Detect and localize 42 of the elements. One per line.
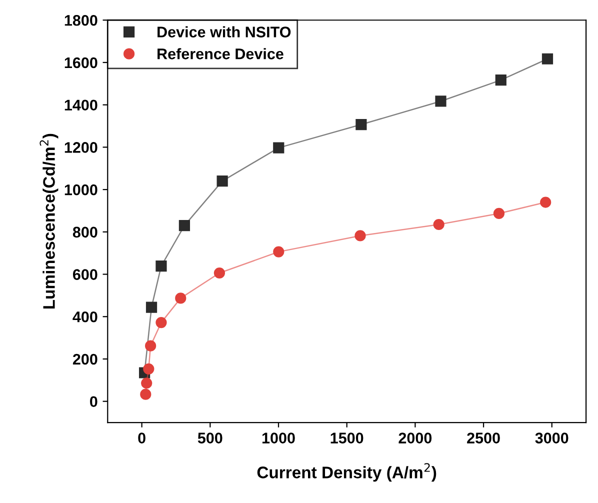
y-axis-title: Luminescence(Cd/m$^{2}$) (40, 134, 58, 309)
y-tick-label: 0 (90, 396, 98, 408)
y-tick-label: 600 (72, 269, 98, 280)
point (214, 267, 226, 279)
legend-label: Device with NSITO (158, 26, 291, 38)
y-tick-label: 1800 (64, 14, 98, 26)
point (156, 317, 167, 328)
y-tick-label: 400 (72, 311, 98, 322)
point (156, 260, 167, 272)
y-tick-label: 1200 (64, 142, 98, 153)
point (141, 378, 152, 389)
x-tick-label: 1500 (330, 432, 364, 444)
point (435, 96, 446, 107)
point (273, 142, 284, 154)
point (354, 230, 366, 242)
x-tick-label: 2500 (467, 432, 500, 444)
x-tick-label: 3000 (535, 432, 568, 444)
point (273, 246, 284, 258)
x-tick-label: 1000 (262, 432, 295, 444)
x-tick-label: 500 (198, 432, 222, 444)
point (433, 218, 444, 230)
point (175, 292, 186, 304)
point (493, 208, 505, 220)
point (542, 53, 554, 64)
y-tick-label: 1600 (64, 57, 98, 68)
point (140, 388, 152, 400)
legend-label: Reference Device (158, 48, 284, 60)
point (540, 196, 552, 208)
point (146, 302, 158, 313)
y-tick-label: 1400 (64, 100, 98, 111)
point (145, 340, 156, 352)
point (356, 118, 367, 130)
x-tick-label: 0 (138, 432, 146, 444)
y-tick-label: 1000 (64, 184, 98, 196)
point (495, 74, 506, 86)
y-tick-label: 800 (72, 226, 98, 238)
y-tick-label: 200 (72, 354, 98, 365)
point (178, 220, 190, 232)
x-axis-title: Current Density (A/m$^{2}$) (257, 463, 436, 482)
point (143, 363, 154, 374)
x-tick-label: 2000 (398, 432, 432, 444)
point (216, 176, 228, 187)
